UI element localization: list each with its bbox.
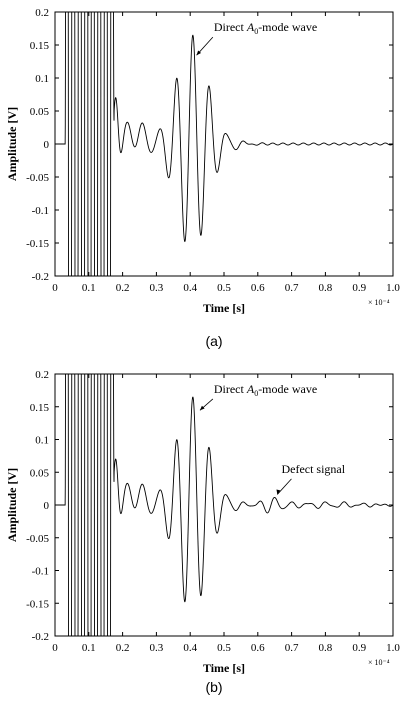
y-tick-label: 0.1 bbox=[35, 73, 49, 85]
y-tick-label: 0.15 bbox=[30, 402, 50, 414]
y-tick-label: 0.05 bbox=[30, 106, 50, 118]
y-tick-label: -0.05 bbox=[26, 172, 49, 184]
x-tick-label: 0.1 bbox=[82, 282, 96, 294]
x-tick-label: 0.8 bbox=[319, 282, 333, 294]
x-axis-label: Time [s] bbox=[203, 301, 245, 315]
annotation-arrowhead bbox=[276, 489, 281, 495]
direct-a0-label: Direct A0-mode wave bbox=[214, 20, 317, 36]
x-tick-label: 0.8 bbox=[319, 642, 333, 654]
x-tick-label: 0.4 bbox=[183, 642, 197, 654]
y-tick-label: 0.2 bbox=[35, 7, 49, 19]
panel-caption: (a) bbox=[205, 333, 222, 349]
y-tick-label: 0.15 bbox=[30, 40, 50, 52]
x-tick-label: 0.2 bbox=[116, 642, 130, 654]
y-tick-label: -0.15 bbox=[26, 598, 49, 610]
x-tick-label: 0.3 bbox=[150, 282, 164, 294]
x-tick-label: 0 bbox=[52, 282, 58, 294]
y-tick-label: -0.1 bbox=[32, 566, 49, 578]
annotation-arrow bbox=[277, 478, 292, 495]
x-tick-label: 0.3 bbox=[150, 642, 164, 654]
x-tick-label: 0.6 bbox=[251, 282, 265, 294]
y-axis-label: Amplitude [V] bbox=[5, 468, 19, 542]
y-tick-label: -0.15 bbox=[26, 238, 49, 250]
y-tick-label: 0.05 bbox=[30, 467, 50, 479]
x-tick-label: 0.5 bbox=[217, 642, 231, 654]
x-tick-label: 1.0 bbox=[386, 282, 400, 294]
x-scale-note: × 10⁻⁴ bbox=[368, 298, 390, 307]
x-tick-label: 0.1 bbox=[82, 642, 96, 654]
x-tick-label: 0.7 bbox=[285, 282, 299, 294]
annotation-arrowhead bbox=[196, 50, 202, 56]
x-scale-note: × 10⁻⁴ bbox=[368, 658, 390, 667]
x-tick-label: 0 bbox=[52, 642, 58, 654]
y-tick-label: 0.1 bbox=[35, 435, 49, 447]
y-tick-label: -0.2 bbox=[32, 631, 49, 643]
plot-frame bbox=[54, 373, 394, 637]
x-tick-label: 1.0 bbox=[386, 642, 400, 654]
y-tick-label: 0 bbox=[44, 139, 50, 151]
y-tick-label: -0.05 bbox=[26, 533, 49, 545]
signal-line bbox=[55, 12, 393, 276]
x-axis-label: Time [s] bbox=[203, 661, 245, 675]
x-tick-label: 0.5 bbox=[217, 282, 231, 294]
chart-panel-a: 0 0.1 0.2 0.3 0.4 0.5 0.6 0.7 0.8 0.9 1.0 0.2 0.15 0.… bbox=[5, 7, 400, 349]
y-axis-label: Amplitude [V] bbox=[5, 107, 19, 181]
y-tick-label: -0.1 bbox=[32, 205, 49, 217]
x-tick-label: 0.9 bbox=[352, 642, 366, 654]
signal-line bbox=[55, 374, 393, 636]
annotation-arrowhead bbox=[199, 405, 205, 411]
x-tick-label: 0.2 bbox=[116, 282, 130, 294]
chart-panel-b: 0 0.1 0.2 0.3 0.4 0.5 0.6 0.7 0.8 0.9 1.0 0.2 0.15 0.… bbox=[5, 369, 400, 695]
direct-a0-label: Direct A0-mode wave bbox=[214, 382, 317, 398]
y-tick-label: 0 bbox=[44, 500, 50, 512]
x-tick-label: 0.4 bbox=[183, 282, 197, 294]
panel-caption: (b) bbox=[205, 679, 222, 695]
y-tick-label: -0.2 bbox=[32, 271, 49, 283]
x-tick-label: 0.9 bbox=[352, 282, 366, 294]
defect-signal-label: Defect signal bbox=[281, 462, 345, 476]
x-tick-label: 0.6 bbox=[251, 642, 265, 654]
x-tick-label: 0.7 bbox=[285, 642, 299, 654]
y-tick-label: 0.2 bbox=[35, 369, 49, 381]
